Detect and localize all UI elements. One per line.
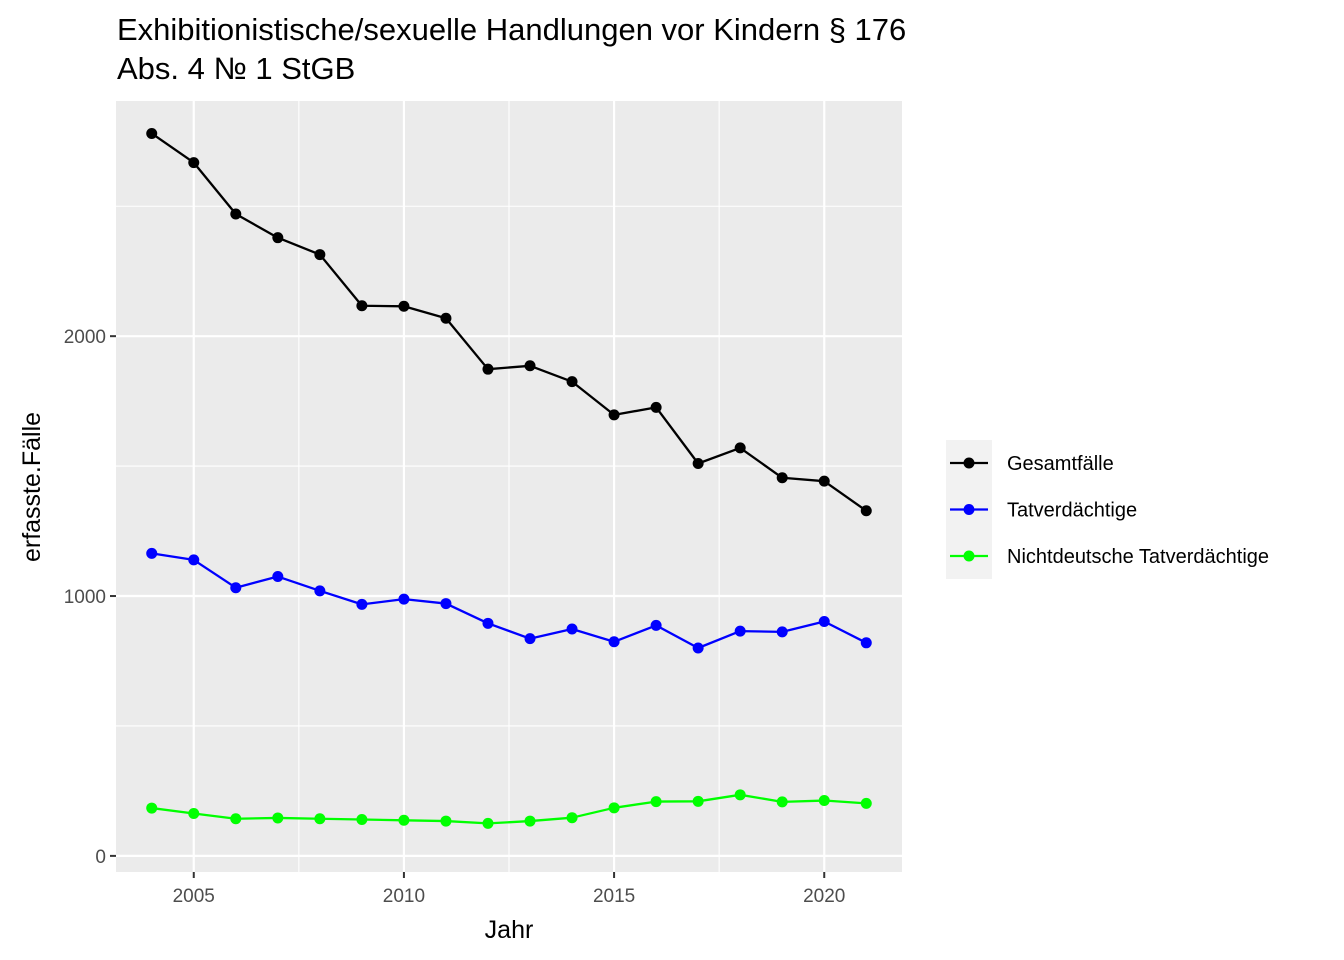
data-point: [818, 475, 830, 487]
data-point: [776, 796, 788, 808]
data-point: [734, 442, 746, 454]
legend-label: Tatverdächtige: [1007, 500, 1137, 522]
data-point: [482, 363, 494, 375]
data-point: [734, 789, 746, 801]
data-point: [440, 815, 452, 827]
data-point: [146, 802, 158, 814]
data-point: [608, 636, 620, 648]
axes: 2005 2010 2015 2020 0 1000 2000: [64, 327, 846, 907]
series-line: [151, 552, 867, 650]
data-point: [566, 812, 578, 824]
data-point: [314, 813, 326, 825]
data-point: [356, 300, 368, 312]
data-point: [482, 617, 494, 629]
data-point: [272, 571, 284, 583]
data-point: [188, 157, 200, 169]
data-point: [524, 815, 536, 827]
x-tick-label: 2015: [593, 886, 635, 907]
series-line: [151, 793, 867, 825]
data-point: [692, 458, 704, 470]
data-point: [776, 472, 788, 484]
data-point: [398, 593, 410, 605]
x-tick-label: 2020: [803, 886, 845, 907]
data-point: [230, 208, 242, 220]
x-tick-label: 2010: [383, 886, 425, 907]
data-point: [272, 812, 284, 824]
legend-key-point: [963, 550, 975, 562]
data-point: [566, 623, 578, 635]
data-point: [314, 585, 326, 597]
data-point: [230, 813, 242, 825]
data-point: [608, 802, 620, 814]
legend: Gesamtfälle Tatverdächtige Nichtdeutsche T…: [946, 440, 1269, 579]
data-point: [230, 582, 242, 594]
data-point: [566, 376, 578, 388]
chart-title-line-1: Exhibitionistische/sexuelle Handlungen v…: [117, 12, 906, 47]
data-point: [860, 637, 872, 649]
x-axis-title: Jahr: [485, 916, 534, 944]
legend-key-point: [963, 457, 975, 469]
data-point: [398, 300, 410, 312]
data-point: [272, 232, 284, 244]
legend-label: Nichtdeutsche Tatverdächtige: [1007, 546, 1269, 568]
data-point: [146, 127, 158, 139]
data-point: [440, 312, 452, 324]
data-point: [650, 619, 662, 631]
legend-key-point: [963, 504, 975, 515]
y-tick-label: 0: [95, 847, 106, 868]
data-point: [692, 795, 704, 807]
data-point: [398, 814, 410, 826]
data-point: [524, 633, 536, 645]
data-point: [146, 547, 158, 559]
y-tick-label: 2000: [64, 327, 106, 348]
chart-title-line-2: Abs. 4 № 1 StGB: [117, 51, 355, 86]
series-line: [151, 132, 867, 512]
data-point: [608, 409, 620, 421]
data-point: [188, 554, 200, 566]
data-point: [188, 808, 200, 820]
data-point: [314, 249, 326, 261]
legend-entries: Gesamtfälle Tatverdächtige Nichtdeutsche T…: [950, 453, 1269, 568]
data-point: [650, 796, 662, 808]
y-tick-label: 1000: [64, 587, 106, 608]
data-point: [776, 626, 788, 638]
data-point: [650, 401, 662, 413]
x-tick-label: 2005: [173, 886, 215, 907]
y-axis-title: erfasste.Fälle: [18, 412, 46, 562]
data-point: [818, 615, 830, 627]
data-point: [860, 797, 872, 809]
data-point: [482, 817, 494, 829]
data-point: [524, 360, 536, 372]
data-point: [692, 642, 704, 654]
data-series: [146, 127, 872, 829]
data-point: [356, 814, 368, 826]
legend-label: Gesamtfälle: [1007, 453, 1114, 475]
data-point: [734, 625, 746, 637]
data-point: [440, 598, 452, 610]
data-point: [860, 505, 872, 517]
data-point: [356, 598, 368, 610]
data-point: [818, 795, 830, 807]
